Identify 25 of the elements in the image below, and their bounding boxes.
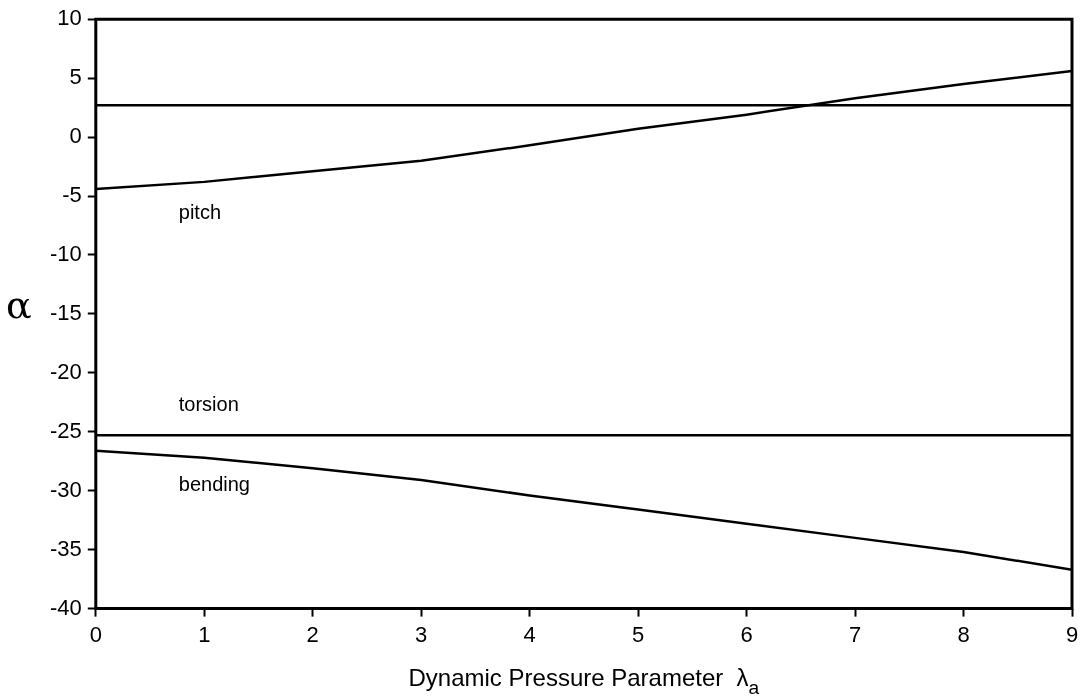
y-tick-label: -30 (50, 476, 82, 502)
y-tick-label: -15 (50, 299, 82, 325)
y-tick-label: 5 (69, 64, 82, 90)
x-tick-label: 3 (415, 621, 428, 647)
x-tick-label: 1 (198, 621, 211, 647)
y-tick-label: 0 (69, 123, 82, 149)
series-label: bending (178, 473, 250, 496)
y-axis-title: α (6, 282, 32, 327)
x-tick-label: 0 (89, 621, 102, 647)
y-tick-label: -5 (62, 182, 82, 208)
y-tick-label: 10 (57, 5, 82, 31)
series-label: pitch (178, 201, 222, 224)
x-tick-label: 2 (306, 621, 319, 647)
x-tick-label: 5 (632, 621, 645, 647)
series-label: torsion (178, 392, 239, 415)
y-tick-label: -10 (50, 241, 82, 267)
y-tick-label: -20 (50, 358, 82, 384)
x-tick-label: 8 (957, 621, 970, 647)
x-tick-label: 4 (523, 621, 536, 647)
y-tick-label: -25 (50, 417, 82, 443)
x-tick-label: 9 (1065, 621, 1079, 647)
y-tick-label: -35 (50, 535, 82, 561)
y-tick-label: -40 (50, 594, 82, 620)
x-tick-label: 7 (848, 621, 862, 647)
x-tick-label: 6 (740, 621, 753, 647)
